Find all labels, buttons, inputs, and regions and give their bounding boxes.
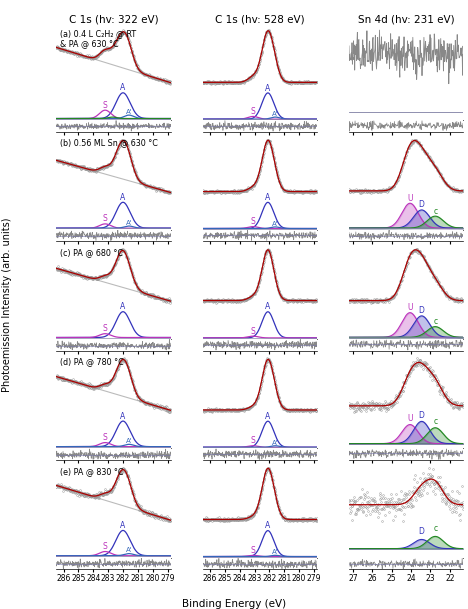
- Text: (a) 0.4 L C₂H₂ @ RT
& PA @ 630 °C: (a) 0.4 L C₂H₂ @ RT & PA @ 630 °C: [59, 29, 136, 49]
- Text: S: S: [251, 437, 256, 446]
- Text: A: A: [265, 193, 271, 202]
- Text: D: D: [419, 411, 424, 420]
- Text: A': A': [125, 547, 132, 553]
- Text: (e) PA @ 830 °C: (e) PA @ 830 °C: [59, 467, 123, 476]
- Text: A': A': [125, 220, 132, 226]
- Text: A: A: [265, 412, 271, 421]
- Text: S: S: [103, 433, 108, 442]
- Text: S: S: [251, 327, 256, 336]
- Text: A': A': [272, 111, 278, 117]
- Text: A': A': [272, 440, 278, 446]
- Text: D: D: [419, 200, 424, 209]
- Text: D: D: [419, 306, 424, 315]
- Text: (d) PA @ 780 °C: (d) PA @ 780 °C: [59, 357, 124, 367]
- Text: S: S: [251, 217, 256, 227]
- Text: A: A: [120, 412, 125, 420]
- Text: S: S: [251, 546, 256, 555]
- Text: A': A': [125, 109, 132, 115]
- Text: (c) PA @ 680 °C: (c) PA @ 680 °C: [59, 248, 123, 257]
- Text: U: U: [408, 303, 413, 312]
- Text: c: c: [433, 317, 438, 326]
- Text: A': A': [125, 438, 132, 444]
- Text: U: U: [408, 194, 413, 203]
- Text: C 1s (hv: 528 eV): C 1s (hv: 528 eV): [215, 15, 305, 24]
- Text: A': A': [272, 221, 278, 227]
- Text: A: A: [120, 521, 125, 530]
- Text: C 1s (hv: 322 eV): C 1s (hv: 322 eV): [68, 15, 158, 24]
- Text: c: c: [433, 417, 438, 426]
- Text: A: A: [120, 83, 125, 93]
- Text: S: S: [103, 214, 108, 224]
- Text: U: U: [408, 414, 413, 423]
- Text: S: S: [103, 324, 108, 333]
- Text: S: S: [103, 542, 108, 551]
- Text: A: A: [265, 521, 271, 530]
- Text: A: A: [265, 83, 271, 93]
- Text: c: c: [433, 524, 438, 533]
- Text: (b) 0.56 ML Sn @ 630 °C: (b) 0.56 ML Sn @ 630 °C: [59, 139, 157, 147]
- Text: S: S: [251, 107, 256, 116]
- Text: A': A': [272, 549, 278, 555]
- Text: Sn 4d (hv: 231 eV): Sn 4d (hv: 231 eV): [358, 15, 454, 24]
- Text: D: D: [419, 527, 424, 537]
- Text: S: S: [103, 100, 108, 110]
- Text: c: c: [433, 206, 438, 216]
- Text: Photoemission Intensity (arb. units): Photoemission Intensity (arb. units): [2, 217, 12, 392]
- Text: A: A: [120, 193, 125, 202]
- Text: A: A: [120, 302, 125, 311]
- Text: A: A: [265, 303, 271, 311]
- Text: Binding Energy (eV): Binding Energy (eV): [182, 599, 286, 609]
